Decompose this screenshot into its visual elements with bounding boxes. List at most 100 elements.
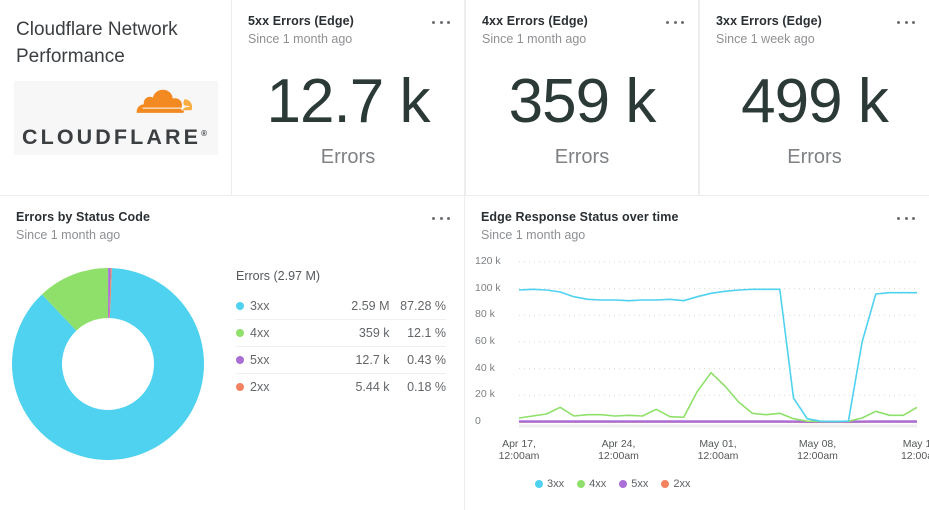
x-tick-line1: Apr 24, [601, 438, 636, 450]
series-color-swatch [577, 480, 586, 488]
donut-slice-3xx[interactable] [11, 268, 205, 461]
series-color-swatch [236, 383, 244, 391]
series-line-4xx[interactable] [518, 371, 918, 423]
chart-legend-item-2xx[interactable]: 2xx [661, 478, 691, 490]
chart-legend-label: 3xx [547, 478, 565, 490]
donut-slice-5xx[interactable] [108, 268, 111, 319]
kpi-value: 12.7 k [266, 67, 431, 136]
legend-value: 359 k [331, 319, 392, 347]
x-tick-line1: May 08, [798, 438, 837, 450]
panel-subtitle: Since 1 month ago [16, 228, 121, 242]
legend-value: 2.59 M [331, 293, 392, 320]
kebab-menu-icon[interactable] [897, 16, 915, 28]
donut-chart-svg[interactable] [4, 264, 212, 464]
legend-value: 12.7 k [331, 346, 392, 374]
legend-name-cell: 4xx [236, 319, 332, 347]
chart-legend: 3xx 4xx 5xx 2xx [535, 478, 691, 490]
y-axis-tick-label: 100 k [475, 281, 501, 294]
x-tick-line1: Apr 17, [502, 438, 536, 450]
kpi-title: 5xx Errors (Edge) [248, 14, 354, 28]
chart-legend-label: 4xx [589, 478, 607, 490]
panel-dashboard-header: Cloudflare Network Performance CLOUDFLAR… [0, 0, 231, 195]
series-line-3xx[interactable] [518, 288, 917, 423]
kpi-label: Errors [787, 146, 842, 168]
table-row[interactable]: 4xx 359 k 12.1 % [236, 319, 446, 347]
y-axis-tick-label: 120 k [475, 255, 501, 267]
kpi-header: 3xx Errors (Edge) Since 1 week ago [716, 14, 915, 47]
cloudflare-logo: CLOUDFLARE® [14, 81, 218, 155]
line-chart[interactable]: 0 20 k 40 k 60 k 80 k 100 k 120 k Apr 17, 12:00… [473, 254, 929, 463]
donut-header: Errors by Status Code Since 1 month ago [16, 210, 450, 243]
donut-total-label: Errors (2.97 M) [236, 269, 321, 283]
panel-kpi-5xx-errors: 5xx Errors (Edge) Since 1 month ago 12.7… [232, 0, 464, 195]
line-chart-svg[interactable] [473, 254, 923, 444]
kpi-subtitle: Since 1 week ago [716, 32, 815, 46]
kebab-menu-icon[interactable] [432, 16, 450, 28]
x-axis-tick-label: Apr 24, 12:00am [579, 438, 659, 462]
x-tick-line1: May 01, [699, 438, 737, 450]
x-axis-tick-label: May 01, 12:00am [678, 438, 758, 462]
panel-subtitle: Since 1 month ago [481, 228, 586, 242]
donut-slice-2xx[interactable] [109, 268, 112, 319]
chart-legend-item-5xx[interactable]: 5xx [619, 478, 648, 490]
chart-legend-label: 2xx [673, 478, 691, 490]
y-axis-tick-label: 40 k [475, 361, 495, 374]
kebab-menu-icon[interactable] [666, 16, 684, 28]
series-color-swatch [236, 356, 244, 364]
kpi-subtitle: Since 1 month ago [248, 32, 353, 46]
panel-edge-response-status-over-time: Edge Response Status over time Since 1 m… [465, 196, 929, 510]
legend-label: 4xx [250, 326, 270, 340]
kebab-menu-icon[interactable] [432, 212, 450, 224]
kpi-value: 359 k [508, 67, 657, 136]
kpi-header: 5xx Errors (Edge) Since 1 month ago [248, 14, 450, 47]
series-color-swatch [619, 480, 628, 488]
series-color-swatch [236, 302, 244, 310]
table-row[interactable]: 5xx 12.7 k 0.43 % [236, 346, 446, 374]
kpi-label: Errors [554, 146, 610, 168]
legend-label: 2xx [250, 380, 270, 394]
legend-value: 5.44 k [355, 380, 390, 394]
x-tick-line2: 12:00am [598, 450, 639, 462]
legend-name-cell: 2xx [236, 374, 331, 401]
y-axis-tick-label: 80 k [475, 308, 495, 321]
kpi-label: Errors [320, 146, 376, 168]
cloudflare-wordmark: CLOUDFLARE® [22, 125, 208, 150]
legend-percent: 87.28 % [391, 293, 446, 320]
y-axis-tick-label: 0 [475, 415, 481, 427]
x-axis-tick-label: May 08, 12:00am [778, 438, 858, 462]
kpi-subtitle: Since 1 month ago [482, 32, 587, 46]
legend-percent: 0.43 % [391, 346, 446, 374]
x-tick-line2: 12:00am [697, 450, 739, 462]
chart-legend-item-3xx[interactable]: 3xx [535, 478, 564, 490]
kpi-header: 4xx Errors (Edge) Since 1 month ago [482, 14, 684, 47]
donut-chart[interactable] [4, 264, 212, 464]
legend-percent: 12.1 % [391, 319, 446, 347]
panel-title: Edge Response Status over time [481, 210, 679, 224]
page-title: Cloudflare Network Performance [16, 19, 178, 67]
panel-kpi-4xx-errors: 4xx Errors (Edge) Since 1 month ago 359 … [466, 0, 698, 195]
kebab-menu-icon[interactable] [897, 212, 915, 224]
legend-percent: 0.18 % [407, 380, 446, 394]
table-row[interactable]: 2xx 5.44 k 0.18 % [236, 374, 446, 401]
chart-legend-label: 5xx [631, 478, 649, 490]
donut-slice-4xx[interactable] [41, 268, 109, 331]
x-tick-line2: 12:00am [797, 450, 838, 462]
panel-errors-by-status-code: Errors by Status Code Since 1 month ago … [0, 196, 464, 510]
x-tick-line1: May 1 [902, 438, 929, 450]
donut-legend-table: 3xx 2.59 M 87.28 % 4xx 359 k 12.1 % [236, 293, 446, 400]
x-tick-line2: 12:00am [498, 450, 540, 462]
logo-word-text: CLOUDFLARE [22, 125, 202, 150]
cloudflare-cloud-icon [136, 89, 193, 113]
y-axis-tick-label: 60 k [475, 335, 495, 347]
legend-label: 3xx [250, 299, 270, 313]
panel-title: Errors by Status Code [16, 210, 151, 224]
chart-legend-item-4xx[interactable]: 4xx [577, 478, 606, 490]
legend-label: 5xx [250, 353, 270, 367]
kpi-title: 4xx Errors (Edge) [482, 14, 588, 28]
series-color-swatch [236, 329, 244, 337]
series-color-swatch [535, 480, 543, 488]
panel-kpi-3xx-errors: 3xx Errors (Edge) Since 1 week ago 499 k… [700, 0, 929, 195]
kpi-value: 499 k [741, 67, 889, 136]
table-row[interactable]: 3xx 2.59 M 87.28 % [236, 293, 446, 320]
